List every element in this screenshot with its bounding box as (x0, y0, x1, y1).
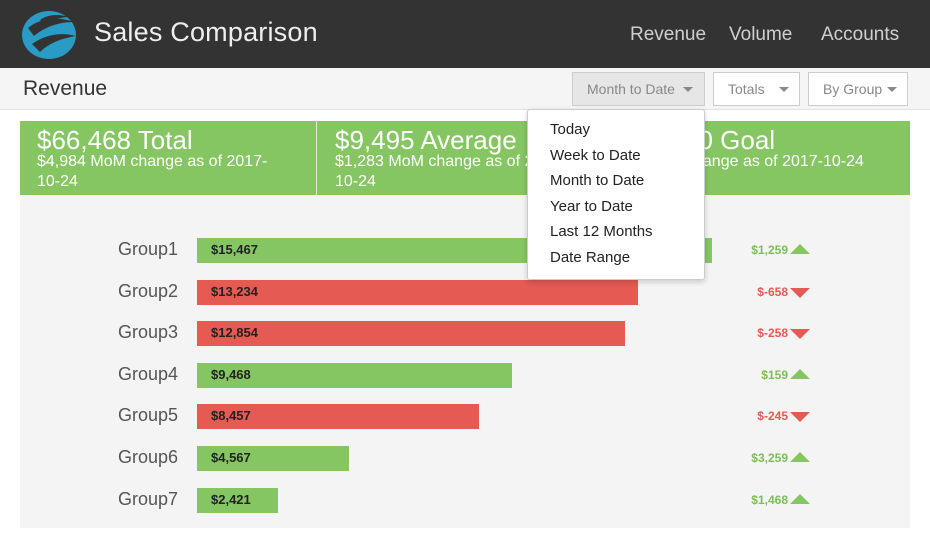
page-title: Revenue (23, 77, 108, 100)
chart-bar-value-label: $13,234 (211, 284, 258, 299)
totals-dropdown[interactable]: Totals (713, 72, 800, 106)
triangle-down-icon (790, 412, 810, 422)
totals-dropdown-label: Totals (728, 81, 765, 97)
triangle-down-icon (790, 288, 810, 298)
chart-bar: $9,468 (197, 363, 512, 388)
nav-volume[interactable]: Volume (729, 24, 793, 45)
stat-total-value: $66,468 Total (37, 125, 193, 155)
chart-bar-value-label: $15,467 (211, 242, 258, 257)
chart-bar: $12,854 (197, 321, 625, 346)
chevron-down-icon (779, 87, 789, 92)
chevron-down-icon (683, 87, 693, 92)
chart-row: Group1 $15,467 $1,259 (20, 238, 910, 264)
triangle-down-icon (790, 329, 810, 339)
chart-category-label: Group7 (118, 489, 179, 509)
stat-average-change: $1,283 MoM change as of 2017-10-24 (335, 153, 566, 190)
triangle-up-icon (790, 452, 810, 462)
chart-row: Group5 $8,457 $-245 (20, 404, 910, 430)
chevron-down-icon (887, 87, 897, 92)
period-dropdown[interactable]: Month to Date (572, 72, 705, 106)
menu-item-week-to-date[interactable]: Week to Date (550, 147, 641, 164)
chart-bar-value-label: $9,468 (211, 367, 251, 382)
menu-item-date-range[interactable]: Date Range (550, 249, 631, 266)
chart-bar: $4,567 (197, 446, 349, 471)
chart-category-label: Group6 (118, 447, 179, 467)
chart-row: Group4 $9,468 $159 (20, 363, 910, 389)
period-dropdown-label: Month to Date (587, 81, 675, 97)
stat-goal: 00 Goal change as of 2017-10-24 (682, 121, 910, 195)
chart-bar-value-label: $8,457 (211, 408, 251, 423)
chart-row: Group2 $13,234 $-658 (20, 280, 910, 306)
triangle-up-icon (790, 369, 810, 379)
stat-divider (316, 121, 317, 195)
group-dropdown[interactable]: By Group (808, 72, 908, 106)
group-dropdown-label: By Group (823, 81, 883, 97)
triangle-up-icon (790, 244, 810, 254)
chart-change-label: $-245 (757, 409, 788, 423)
chart-bar-value-label: $2,421 (211, 492, 251, 507)
nav-accounts[interactable]: Accounts (821, 24, 900, 45)
top-bar: Sales Comparison Revenue Volume Accounts (0, 0, 930, 68)
stats-banner: $66,468 Total $4,984 MoM change as of 20… (20, 121, 910, 195)
toolbar: Revenue Month to Date Totals By Group (0, 68, 930, 110)
chart-row: Group7 $2,421 $1,468 (20, 488, 910, 514)
menu-item-year-to-date[interactable]: Year to Date (550, 198, 633, 215)
group-bar-chart: Group1 $15,467 $1,259 Group2 $13,234 $-658 Gro… (20, 195, 910, 528)
chart-bar: $13,234 (197, 280, 638, 305)
period-dropdown-menu: Today Week to Date Month to Date Year to… (527, 109, 705, 280)
chart-row: Group3 $12,854 $-258 (20, 321, 910, 347)
app-title: Sales Comparison (94, 17, 318, 47)
stat-average-value: $9,495 Average (335, 125, 517, 155)
chart-change-label: $-258 (757, 326, 788, 340)
menu-item-today[interactable]: Today (550, 121, 591, 138)
chart-change-label: $-658 (757, 285, 788, 299)
chart-change-label: $1,259 (751, 243, 788, 257)
chart-category-label: Group4 (118, 364, 179, 384)
chart-row: Group6 $4,567 $3,259 (20, 446, 910, 472)
chart-bar-value-label: $4,567 (211, 450, 251, 465)
chart-category-label: Group1 (118, 239, 179, 259)
chart-bar: $2,421 (197, 488, 278, 513)
chart-bar: $8,457 (197, 404, 479, 429)
menu-item-last-12-months[interactable]: Last 12 Months (550, 223, 653, 240)
stat-total: $66,468 Total $4,984 MoM change as of 20… (20, 121, 317, 195)
chart-change-label: $159 (761, 368, 788, 382)
chart-bar-value-label: $12,854 (211, 325, 258, 340)
stat-goal-change: change as of 2017-10-24 (686, 153, 864, 170)
company-logo-icon (22, 11, 76, 59)
nav-revenue[interactable]: Revenue (630, 24, 707, 45)
chart-change-label: $3,259 (751, 451, 788, 465)
chart-category-label: Group3 (118, 322, 179, 342)
chart-category-label: Group5 (118, 405, 179, 425)
stat-total-change: $4,984 MoM change as of 2017-10-24 (37, 153, 268, 190)
stat-average: $9,495 Average $1,283 MoM change as of 2… (318, 121, 615, 195)
triangle-up-icon (790, 494, 810, 504)
chart-change-label: $1,468 (751, 493, 788, 507)
menu-item-month-to-date[interactable]: Month to Date (550, 172, 645, 189)
chart-category-label: Group2 (118, 281, 179, 301)
